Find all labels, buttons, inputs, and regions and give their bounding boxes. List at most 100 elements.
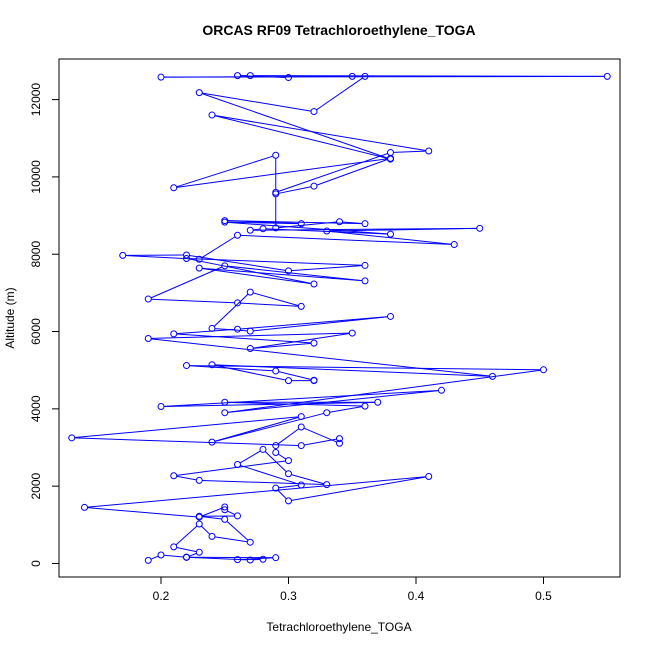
- series-segment: [291, 474, 324, 485]
- series-segment: [176, 475, 197, 481]
- series-segment: [87, 507, 197, 518]
- data-point: [234, 299, 241, 307]
- data-point: [387, 155, 394, 163]
- data-point: [603, 72, 611, 80]
- data-point: [285, 74, 292, 82]
- series-segment: [227, 220, 363, 225]
- data-point: [144, 295, 152, 303]
- data-point: [336, 218, 343, 226]
- data-point: [234, 72, 241, 80]
- data-point: [183, 553, 190, 561]
- data-point: [272, 449, 280, 457]
- data-point: [361, 261, 369, 269]
- y-tick-label: 0: [29, 560, 43, 567]
- series-segment: [214, 536, 248, 543]
- series-segment: [176, 546, 197, 553]
- data-point: [259, 555, 267, 563]
- data-point: [234, 556, 241, 564]
- data-point: [336, 439, 343, 447]
- data-point: [221, 398, 229, 406]
- y-tick-label: 12000: [29, 83, 43, 117]
- y-tick-label: 4000: [29, 395, 43, 422]
- data-point: [374, 398, 382, 406]
- data-point: [361, 220, 369, 228]
- series-segment: [202, 479, 324, 486]
- series-segment: [175, 525, 198, 546]
- data-point: [170, 543, 178, 551]
- data-point: [272, 484, 280, 492]
- data-point: [144, 334, 152, 342]
- data-point: [323, 481, 331, 489]
- data-point: [195, 264, 203, 272]
- data-point: [272, 442, 280, 450]
- data-point: [336, 435, 343, 443]
- data-point: [183, 251, 190, 259]
- data-point: [272, 554, 280, 562]
- series-segment: [226, 521, 249, 541]
- series-segment: [214, 364, 490, 377]
- series-segment: [265, 228, 388, 235]
- data-point: [348, 329, 356, 337]
- series-segment: [151, 332, 350, 339]
- series-segment: [163, 389, 439, 407]
- series-segment: [253, 292, 299, 307]
- series-segment: [277, 428, 300, 445]
- series-segment: [329, 230, 452, 245]
- data-point: [68, 434, 76, 442]
- data-point: [310, 108, 318, 116]
- data-point: [246, 538, 254, 546]
- data-point: [310, 182, 318, 190]
- x-axis: 0.2 0.3 0.4 0.5: [153, 576, 552, 603]
- data-point: [234, 325, 241, 333]
- series-segment: [214, 115, 388, 159]
- data-point: [195, 89, 203, 97]
- data-point: [170, 184, 178, 192]
- series-segment: [189, 552, 197, 557]
- series-segment: [278, 371, 312, 381]
- y-tick-label: 8000: [29, 241, 43, 268]
- series-segment: [150, 266, 223, 299]
- data-point: [195, 548, 203, 556]
- series-segment: [201, 236, 236, 259]
- series-segment: [151, 298, 235, 304]
- data-point: [246, 345, 254, 353]
- data-point: [208, 324, 216, 332]
- series-segment: [189, 258, 312, 284]
- series-segment: [291, 265, 363, 272]
- series-segment: [278, 221, 337, 229]
- data-point: [208, 532, 216, 540]
- data-point: [297, 442, 305, 450]
- data-point: [221, 262, 229, 270]
- data-point: [170, 330, 178, 338]
- series-segment: [239, 450, 261, 464]
- data-point: [208, 111, 216, 119]
- series-segment: [202, 516, 222, 520]
- series-segment: [253, 333, 350, 349]
- series-segment: [264, 451, 287, 473]
- data-point: [157, 73, 165, 81]
- chart-title: ORCAS RF09 Tetrachloroethylene_TOGA: [202, 22, 475, 38]
- series-segment: [202, 92, 312, 112]
- series-segment: [202, 268, 312, 285]
- series-segment: [304, 438, 337, 446]
- data-point: [234, 461, 241, 469]
- y-axis-label: Altitude (m): [3, 287, 17, 348]
- data-point: [183, 362, 190, 370]
- data-point: [297, 220, 305, 228]
- series-segment: [150, 555, 159, 560]
- data-point: [195, 513, 203, 521]
- series-segment: [176, 333, 312, 344]
- y-tick-label: 10000: [29, 160, 43, 194]
- data-point: [221, 217, 229, 225]
- data-point: [272, 188, 280, 196]
- series-segment: [253, 316, 388, 332]
- series-segment: [278, 153, 388, 192]
- series-segment: [253, 228, 261, 231]
- series-segment: [278, 186, 312, 194]
- data-point: [285, 497, 292, 505]
- series-segment: [213, 293, 249, 327]
- data-point: [81, 503, 88, 511]
- data-point: [234, 231, 241, 239]
- data-point: [425, 472, 433, 480]
- data-point: [208, 438, 216, 446]
